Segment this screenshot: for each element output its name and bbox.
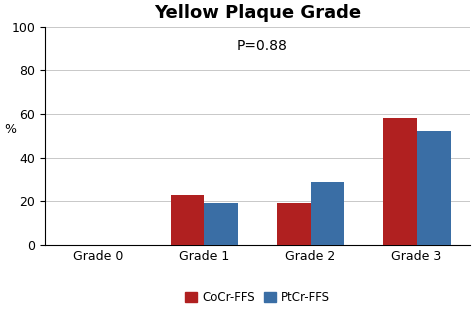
Bar bbox=[417, 131, 450, 245]
Bar bbox=[277, 203, 310, 245]
Text: P=0.88: P=0.88 bbox=[236, 39, 287, 53]
Bar bbox=[171, 195, 204, 245]
Bar bbox=[204, 203, 238, 245]
Bar bbox=[383, 118, 417, 245]
Legend: CoCr-FFS, PtCr-FFS: CoCr-FFS, PtCr-FFS bbox=[181, 286, 334, 309]
Title: Yellow Plaque Grade: Yellow Plaque Grade bbox=[154, 4, 361, 22]
Bar bbox=[310, 181, 345, 245]
Y-axis label: %: % bbox=[4, 123, 16, 136]
